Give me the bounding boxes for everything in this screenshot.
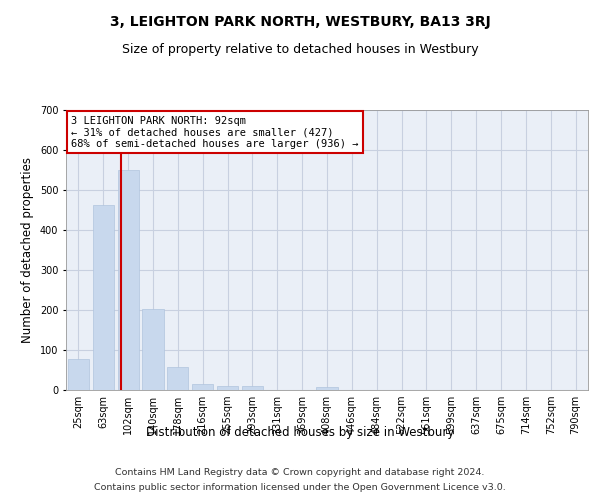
Bar: [217, 386, 238, 390]
Bar: [316, 387, 338, 390]
Text: Contains public sector information licensed under the Open Government Licence v3: Contains public sector information licen…: [94, 483, 506, 492]
Bar: [68, 359, 89, 390]
Bar: [118, 170, 139, 390]
Text: Contains HM Land Registry data © Crown copyright and database right 2024.: Contains HM Land Registry data © Crown c…: [115, 468, 485, 477]
Bar: [242, 386, 263, 390]
Text: Size of property relative to detached houses in Westbury: Size of property relative to detached ho…: [122, 42, 478, 56]
Text: 3 LEIGHTON PARK NORTH: 92sqm
← 31% of detached houses are smaller (427)
68% of s: 3 LEIGHTON PARK NORTH: 92sqm ← 31% of de…: [71, 116, 359, 149]
Text: Distribution of detached houses by size in Westbury: Distribution of detached houses by size …: [146, 426, 454, 439]
Bar: [167, 367, 188, 390]
Bar: [192, 384, 213, 390]
Bar: [93, 205, 114, 390]
Text: 3, LEIGHTON PARK NORTH, WESTBURY, BA13 3RJ: 3, LEIGHTON PARK NORTH, WESTBURY, BA13 3…: [110, 15, 490, 29]
Y-axis label: Number of detached properties: Number of detached properties: [22, 157, 34, 343]
Bar: [142, 309, 164, 390]
